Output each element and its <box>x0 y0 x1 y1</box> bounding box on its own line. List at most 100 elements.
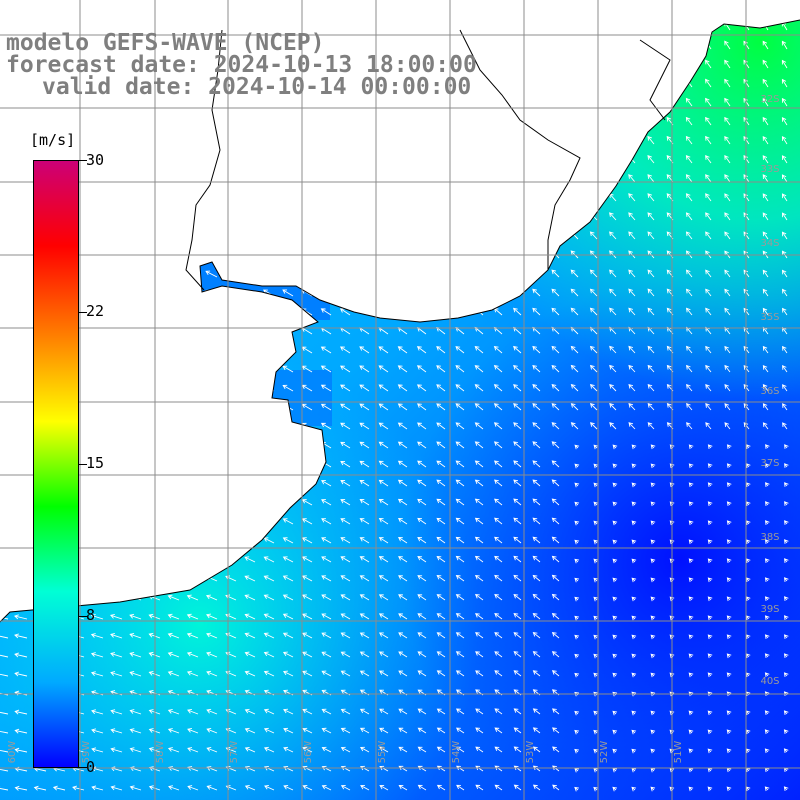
wind-arrow <box>397 117 408 126</box>
wind-arrow <box>436 479 446 487</box>
wind-arrow <box>570 97 579 107</box>
wind-arrow <box>301 155 313 164</box>
wind-arrow <box>186 613 199 620</box>
wind-arrow <box>205 423 218 430</box>
wind-arrow <box>589 307 598 316</box>
wind-arrow <box>243 346 256 354</box>
wind-arrow <box>206 747 218 753</box>
wind-arrow <box>339 193 351 202</box>
wind-arrow <box>90 614 104 620</box>
wind-arrow <box>417 403 427 411</box>
longitude-labels: 60W 59W 58W 57W 56W 55W 54W 53W 52W 51W <box>7 741 684 764</box>
wind-arrow <box>262 136 275 145</box>
wind-arrow <box>378 460 389 468</box>
wind-arrow <box>707 501 713 507</box>
wind-arrow <box>206 651 218 658</box>
wind-arrow <box>14 633 28 639</box>
wind-arrow <box>282 422 294 430</box>
wind-arrow <box>781 97 788 107</box>
wind-arrow <box>340 460 351 468</box>
wind-arrow <box>532 670 541 677</box>
wind-arrow <box>52 785 66 791</box>
wind-arrow <box>493 231 503 240</box>
wind-arrow <box>397 136 408 145</box>
wind-arrow <box>206 613 218 620</box>
wind-arrow <box>109 213 123 221</box>
wind-arrow <box>494 613 503 620</box>
wind-arrow <box>628 364 636 373</box>
wind-arrow <box>551 288 560 297</box>
wind-arrow <box>783 710 789 716</box>
wind-arrow <box>339 289 351 297</box>
wind-arrow <box>302 632 313 639</box>
wind-arrow <box>436 594 446 601</box>
wind-arrow <box>283 746 294 753</box>
wind-arrow <box>551 403 560 411</box>
wind-arrow <box>243 98 256 107</box>
wind-arrow <box>783 672 789 677</box>
wind-arrow <box>574 558 580 564</box>
wind-arrow <box>339 41 351 50</box>
wind-arrow <box>321 556 332 563</box>
wind-arrow <box>398 727 408 734</box>
wind-arrow <box>359 403 370 411</box>
wind-arrow <box>33 785 47 791</box>
wind-arrow <box>205 404 218 411</box>
wind-arrow <box>455 136 465 145</box>
wind-arrow <box>688 653 694 659</box>
wind-arrow <box>474 269 484 278</box>
wind-arrow <box>109 366 123 373</box>
wind-arrow <box>301 136 313 145</box>
wind-arrow <box>398 765 408 772</box>
wind-arrow <box>31 118 47 126</box>
wind-arrow <box>647 135 655 145</box>
wind-arrow <box>513 746 522 753</box>
wind-arrow <box>762 288 769 297</box>
wind-arrow <box>474 155 484 164</box>
wind-arrow <box>321 727 332 734</box>
wind-arrow <box>685 40 693 50</box>
wind-arrow <box>147 404 161 411</box>
wind-arrow <box>302 651 313 658</box>
wind-arrow <box>91 747 104 753</box>
wind-arrow <box>13 385 28 392</box>
wind-arrow <box>784 520 789 525</box>
wind-arrow <box>436 746 446 753</box>
wind-arrow <box>745 463 751 468</box>
wind-arrow <box>647 383 655 392</box>
wind-arrow <box>512 21 522 31</box>
wind-arrow <box>551 632 560 639</box>
wind-arrow <box>339 117 351 126</box>
wind-arrow <box>650 653 656 659</box>
wind-arrow <box>593 729 599 735</box>
wind-arrow <box>70 99 85 107</box>
wind-arrow <box>724 269 731 278</box>
wind-arrow <box>608 21 617 31</box>
wind-arrow <box>493 136 503 145</box>
wind-arrow <box>612 786 618 792</box>
wind-arrow <box>243 118 256 126</box>
wind-arrow <box>340 346 351 354</box>
wind-arrow <box>282 442 294 449</box>
wind-arrow <box>360 784 370 791</box>
wind-arrow <box>205 480 218 487</box>
wind-arrow <box>781 288 788 297</box>
wind-arrow <box>282 213 294 221</box>
wind-arrow <box>205 384 218 392</box>
wind-arrow <box>532 593 541 601</box>
wind-arrow <box>532 97 541 107</box>
wind-arrow <box>688 729 694 735</box>
wind-arrow <box>167 385 180 392</box>
wind-arrow <box>378 174 389 183</box>
wind-arrow <box>205 594 218 601</box>
wind-arrow <box>570 288 579 297</box>
wind-arrow <box>494 727 503 734</box>
wind-arrow <box>436 708 446 715</box>
wind-arrow <box>762 40 769 50</box>
wind-arrow <box>147 347 161 354</box>
wind-arrow <box>90 518 104 525</box>
wind-arrow <box>532 422 541 430</box>
wind-arrow <box>167 575 180 582</box>
wind-arrow <box>0 271 9 278</box>
